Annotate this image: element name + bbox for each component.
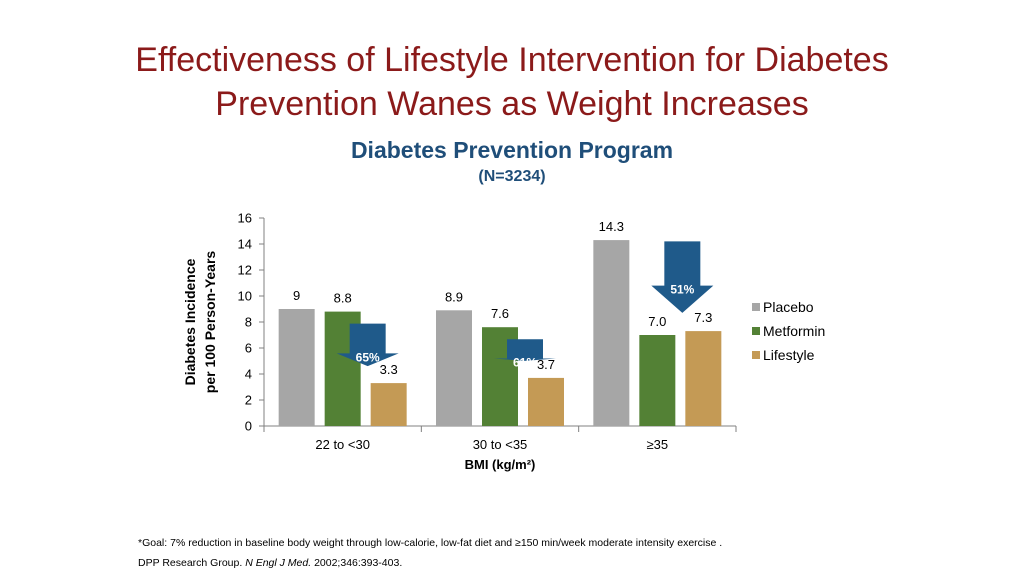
- data-label-lifestyle: 3.3: [380, 362, 398, 377]
- data-label-placebo: 9: [293, 288, 300, 303]
- y-tick-label: 16: [238, 211, 252, 226]
- bar-lifestyle: [370, 383, 407, 426]
- legend-swatch-metformin: [752, 327, 760, 335]
- reference-journal: N Engl J Med.: [245, 557, 312, 569]
- y-tick-label: 10: [238, 289, 252, 304]
- reduction-arrow: [336, 323, 399, 367]
- y-tick-label: 4: [245, 367, 252, 382]
- legend-swatch-placebo: [752, 303, 760, 311]
- y-tick-label: 12: [238, 263, 252, 278]
- reduction-arrow: [651, 241, 714, 313]
- y-tick-label: 8: [245, 315, 252, 330]
- reduction-label: 51%: [670, 283, 694, 297]
- chart-subtitle: (N=3234): [478, 168, 546, 185]
- y-axis-title-line-2: per 100 Person-Years: [202, 251, 218, 394]
- data-label-lifestyle: 3.7: [537, 357, 555, 372]
- x-tick-label: 22 to <30: [315, 437, 370, 452]
- data-label-metformin: 7.0: [648, 314, 666, 329]
- y-axis-title-line-1: Diabetes Incidence: [182, 258, 198, 385]
- data-label-metformin: 8.8: [334, 291, 352, 306]
- bar-lifestyle: [685, 331, 722, 426]
- data-label-lifestyle: 7.3: [694, 310, 712, 325]
- bar-placebo: [593, 240, 630, 426]
- data-label-placebo: 14.3: [599, 219, 624, 234]
- bar-metformin: [639, 335, 676, 426]
- legend-label-lifestyle: Lifestyle: [763, 347, 815, 363]
- bar-placebo: [436, 310, 472, 426]
- slide-title-line-2: Prevention Wanes as Weight Increases: [215, 85, 809, 123]
- reference-authors: DPP Research Group.: [138, 557, 246, 569]
- data-label-metformin: 7.6: [491, 306, 509, 321]
- x-tick-label: 30 to <35: [473, 437, 528, 452]
- reduction-label: 61%: [513, 356, 537, 370]
- slide-title-line-1: Effectiveness of Lifestyle Intervention …: [135, 41, 889, 79]
- y-tick-label: 0: [245, 419, 252, 434]
- y-tick-label: 6: [245, 341, 252, 356]
- legend-swatch-lifestyle: [752, 351, 760, 359]
- x-axis-title: BMI (kg/m²): [465, 457, 536, 472]
- data-label-placebo: 8.9: [445, 289, 463, 304]
- reduction-label: 65%: [356, 350, 380, 364]
- footnote-reference: DPP Research Group. N Engl J Med. 2002;3…: [138, 557, 402, 569]
- legend-label-placebo: Placebo: [763, 299, 814, 315]
- bar-placebo: [278, 309, 315, 426]
- chart-title: Diabetes Prevention Program: [350, 137, 674, 163]
- legend-label-metformin: Metformin: [763, 323, 825, 339]
- y-tick-label: 2: [245, 393, 252, 408]
- x-tick-label: ≥35: [647, 437, 669, 452]
- footnote-goal: *Goal: 7% reduction in baseline body wei…: [138, 537, 723, 549]
- bar-lifestyle: [528, 377, 564, 426]
- reduction-arrow: [494, 339, 556, 361]
- reference-citation: 2002;346:393-403.: [311, 557, 403, 569]
- y-tick-label: 14: [238, 237, 252, 252]
- slide-title: Effectiveness of Lifestyle Intervention …: [0, 38, 1024, 126]
